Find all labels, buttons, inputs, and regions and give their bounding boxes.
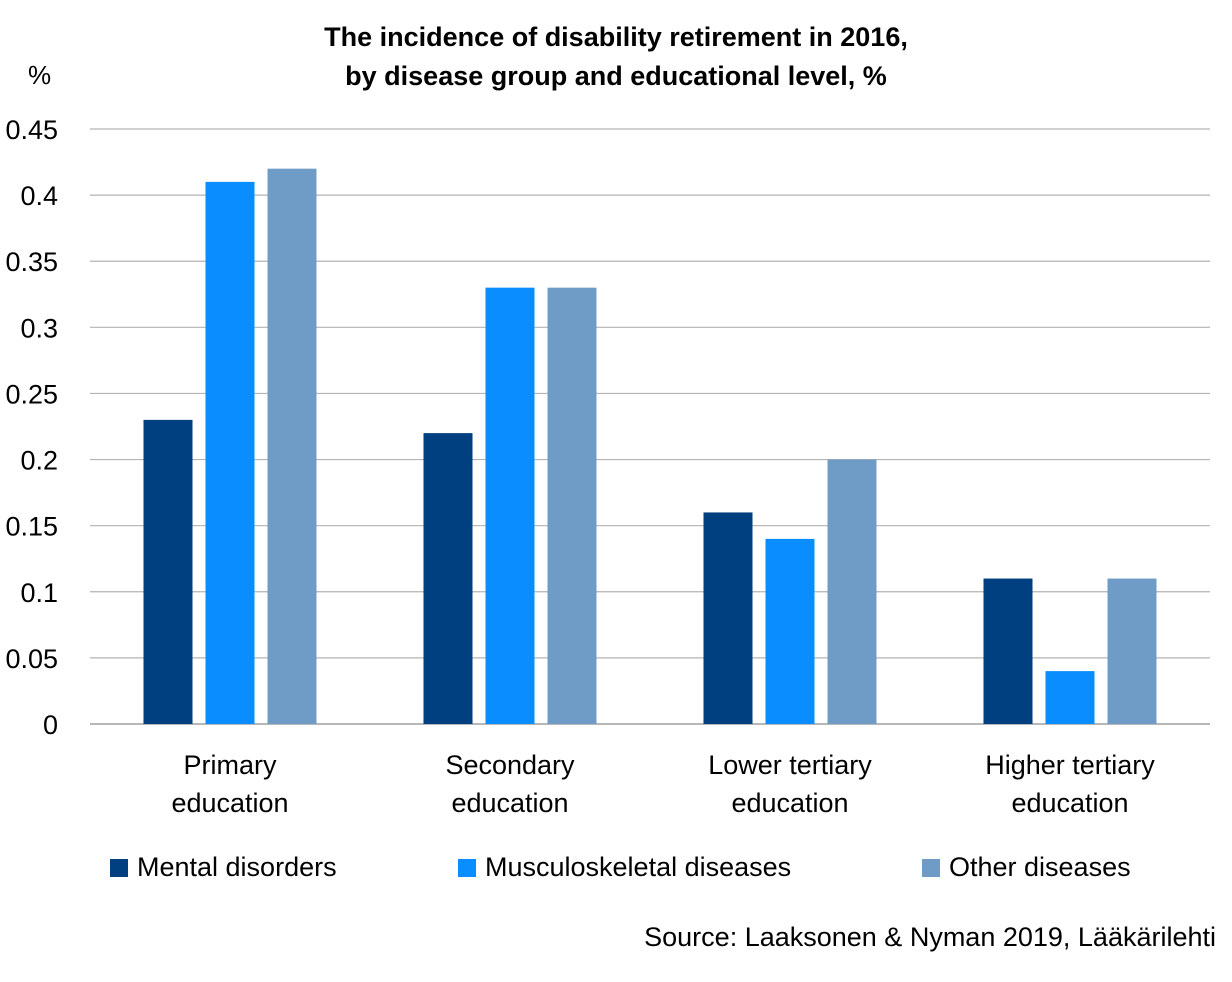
bar-mental-disorders-2 [703, 512, 753, 724]
bar-mental-disorders-1 [423, 433, 473, 724]
x-category-label: Higher tertiary education [985, 750, 1155, 818]
bar-musculoskeletal-diseases-1 [485, 287, 535, 724]
y-axis-unit-label: % [28, 60, 52, 90]
y-axis-ticks: 0 0.05 0.1 0.15 0.2 0.25 0.3 0.35 0.4 0.45 [5, 115, 58, 740]
legend-item: Other diseases [922, 852, 1131, 883]
bar-other-diseases-3 [1107, 578, 1157, 724]
legend-item: Musculoskeletal diseases [458, 852, 791, 883]
legend: Mental disorders Musculoskeletal diseases… [0, 852, 1232, 892]
x-category-label-line: education [451, 788, 568, 818]
bars [143, 168, 1157, 724]
y-tick-label: 0.45 [5, 115, 58, 145]
bar-other-diseases-2 [827, 459, 877, 724]
chart-title: The incidence of disability retirement i… [0, 18, 1232, 96]
bar-musculoskeletal-diseases-3 [1045, 671, 1095, 724]
bar-chart: 0 0.05 0.1 0.15 0.2 0.25 0.3 0.35 0.4 0.45 Primar… [5, 115, 1210, 818]
y-tick-label: 0.3 [20, 313, 58, 343]
legend-swatch [922, 858, 940, 877]
y-tick-label: 0.25 [5, 379, 58, 409]
legend-swatch [458, 858, 476, 877]
legend-label: Mental disorders [137, 852, 337, 882]
legend-item: Mental disorders [110, 852, 337, 883]
y-tick-label: 0 [43, 710, 58, 740]
y-tick-label: 0.15 [5, 512, 58, 542]
y-tick-label: 0.1 [20, 578, 58, 608]
bar-musculoskeletal-diseases-0 [205, 181, 255, 724]
legend-swatch [110, 858, 128, 877]
chart-title-line-1: The incidence of disability retirement i… [324, 22, 908, 52]
legend-label: Other diseases [949, 852, 1131, 882]
y-tick-label: 0.05 [5, 644, 58, 674]
x-category-label: Secondary education [445, 750, 575, 818]
gridlines [90, 128, 1210, 725]
x-category-label-line: education [731, 788, 848, 818]
x-category-label-line: Lower tertiary [708, 750, 872, 780]
y-tick-label: 0.4 [20, 181, 58, 211]
chart-title-line-2: by disease group and educational level, … [345, 61, 887, 91]
bar-other-diseases-1 [547, 287, 597, 724]
y-tick-label: 0.35 [5, 247, 58, 277]
y-tick-label: 0.2 [20, 446, 58, 476]
bar-mental-disorders-0 [143, 419, 193, 724]
x-category-label-line: education [171, 788, 288, 818]
bar-mental-disorders-3 [983, 578, 1033, 724]
legend-label: Musculoskeletal diseases [485, 852, 792, 882]
x-category-label: Primary education [171, 750, 288, 818]
x-category-label-line: education [1011, 788, 1128, 818]
bar-musculoskeletal-diseases-2 [765, 538, 815, 724]
x-category-label-line: Secondary [445, 750, 575, 780]
source-note: Source: Laaksonen & Nyman 2019, Lääkäril… [644, 922, 1216, 952]
x-category-label: Lower tertiary education [708, 750, 872, 818]
x-category-label-line: Higher tertiary [985, 750, 1155, 780]
bar-other-diseases-0 [267, 168, 317, 724]
x-category-label-line: Primary [184, 750, 277, 780]
